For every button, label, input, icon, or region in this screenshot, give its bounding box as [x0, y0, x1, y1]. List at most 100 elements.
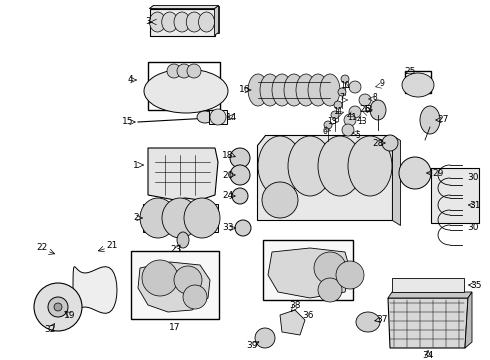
Text: 30: 30: [467, 224, 479, 233]
Bar: [148, 62, 220, 110]
Ellipse shape: [140, 198, 176, 238]
Ellipse shape: [197, 111, 213, 123]
Ellipse shape: [210, 109, 226, 125]
Ellipse shape: [174, 266, 202, 294]
Ellipse shape: [162, 198, 198, 238]
Text: 29: 29: [432, 168, 443, 177]
Ellipse shape: [349, 81, 361, 93]
Text: 13: 13: [327, 117, 337, 126]
Text: 9: 9: [380, 80, 385, 89]
Text: 31: 31: [469, 201, 481, 210]
Ellipse shape: [142, 260, 178, 296]
Ellipse shape: [336, 261, 364, 289]
Polygon shape: [280, 310, 305, 335]
Ellipse shape: [258, 136, 302, 196]
Ellipse shape: [144, 69, 228, 113]
Text: 20: 20: [222, 171, 234, 180]
Ellipse shape: [262, 182, 298, 218]
Text: 13: 13: [357, 117, 367, 126]
Ellipse shape: [34, 283, 82, 331]
Text: 3: 3: [145, 18, 151, 27]
Text: 30: 30: [467, 174, 479, 183]
Text: 12: 12: [363, 105, 373, 114]
Polygon shape: [148, 148, 218, 200]
Text: 16: 16: [239, 85, 251, 94]
Ellipse shape: [296, 74, 316, 106]
Text: 28: 28: [372, 139, 384, 148]
Polygon shape: [392, 135, 400, 225]
Ellipse shape: [349, 106, 361, 118]
Ellipse shape: [382, 135, 398, 151]
Ellipse shape: [184, 198, 220, 238]
Ellipse shape: [174, 12, 190, 32]
Text: 37: 37: [376, 315, 388, 324]
Ellipse shape: [348, 136, 392, 196]
Text: 22: 22: [36, 243, 48, 252]
Text: 2: 2: [133, 213, 139, 222]
Bar: [263, 240, 353, 300]
Ellipse shape: [399, 157, 431, 189]
Ellipse shape: [248, 74, 268, 106]
Text: 32: 32: [44, 325, 56, 334]
Text: 11: 11: [333, 107, 343, 116]
Text: 21: 21: [106, 240, 118, 249]
Ellipse shape: [232, 188, 248, 204]
Polygon shape: [465, 292, 472, 348]
Bar: [143, 204, 218, 232]
Text: 14: 14: [226, 112, 238, 122]
Text: 26: 26: [359, 105, 371, 114]
Text: 18: 18: [222, 150, 234, 159]
Bar: [209, 110, 227, 124]
Ellipse shape: [420, 106, 440, 134]
Text: 15: 15: [122, 117, 134, 126]
Text: 6: 6: [322, 127, 327, 136]
Ellipse shape: [167, 64, 181, 78]
Ellipse shape: [344, 114, 356, 126]
Polygon shape: [268, 248, 350, 298]
Ellipse shape: [162, 12, 178, 32]
Polygon shape: [73, 267, 117, 313]
Text: 39: 39: [246, 341, 258, 350]
Polygon shape: [388, 298, 468, 348]
Ellipse shape: [318, 278, 342, 302]
Text: 5: 5: [356, 130, 361, 139]
Text: 7: 7: [340, 94, 344, 103]
Ellipse shape: [54, 303, 62, 311]
Ellipse shape: [183, 285, 207, 309]
Ellipse shape: [177, 64, 191, 78]
Ellipse shape: [359, 94, 371, 106]
Bar: [131, 251, 219, 319]
Text: 1: 1: [133, 161, 139, 170]
Ellipse shape: [342, 124, 354, 136]
Ellipse shape: [230, 148, 250, 168]
Ellipse shape: [255, 328, 275, 348]
Text: 24: 24: [222, 192, 234, 201]
Polygon shape: [215, 5, 219, 36]
Text: 36: 36: [302, 310, 314, 320]
Text: 27: 27: [437, 116, 449, 125]
Ellipse shape: [314, 252, 346, 284]
Bar: [431, 167, 479, 222]
Ellipse shape: [341, 75, 349, 83]
Ellipse shape: [284, 74, 304, 106]
Polygon shape: [258, 135, 392, 220]
Ellipse shape: [324, 121, 332, 129]
Polygon shape: [138, 262, 210, 312]
Ellipse shape: [187, 64, 201, 78]
Ellipse shape: [402, 73, 434, 97]
Ellipse shape: [334, 101, 342, 109]
Text: 33: 33: [222, 224, 234, 233]
Polygon shape: [388, 292, 472, 298]
Ellipse shape: [318, 136, 362, 196]
Text: 35: 35: [470, 280, 482, 289]
Text: 25: 25: [404, 68, 416, 77]
Text: 4: 4: [127, 76, 133, 85]
Polygon shape: [149, 5, 219, 9]
Ellipse shape: [320, 74, 340, 106]
Text: 10: 10: [340, 81, 350, 90]
Bar: [392, 278, 464, 292]
Ellipse shape: [186, 12, 202, 32]
Ellipse shape: [338, 88, 346, 96]
Text: 23: 23: [171, 246, 182, 255]
Ellipse shape: [356, 312, 380, 332]
